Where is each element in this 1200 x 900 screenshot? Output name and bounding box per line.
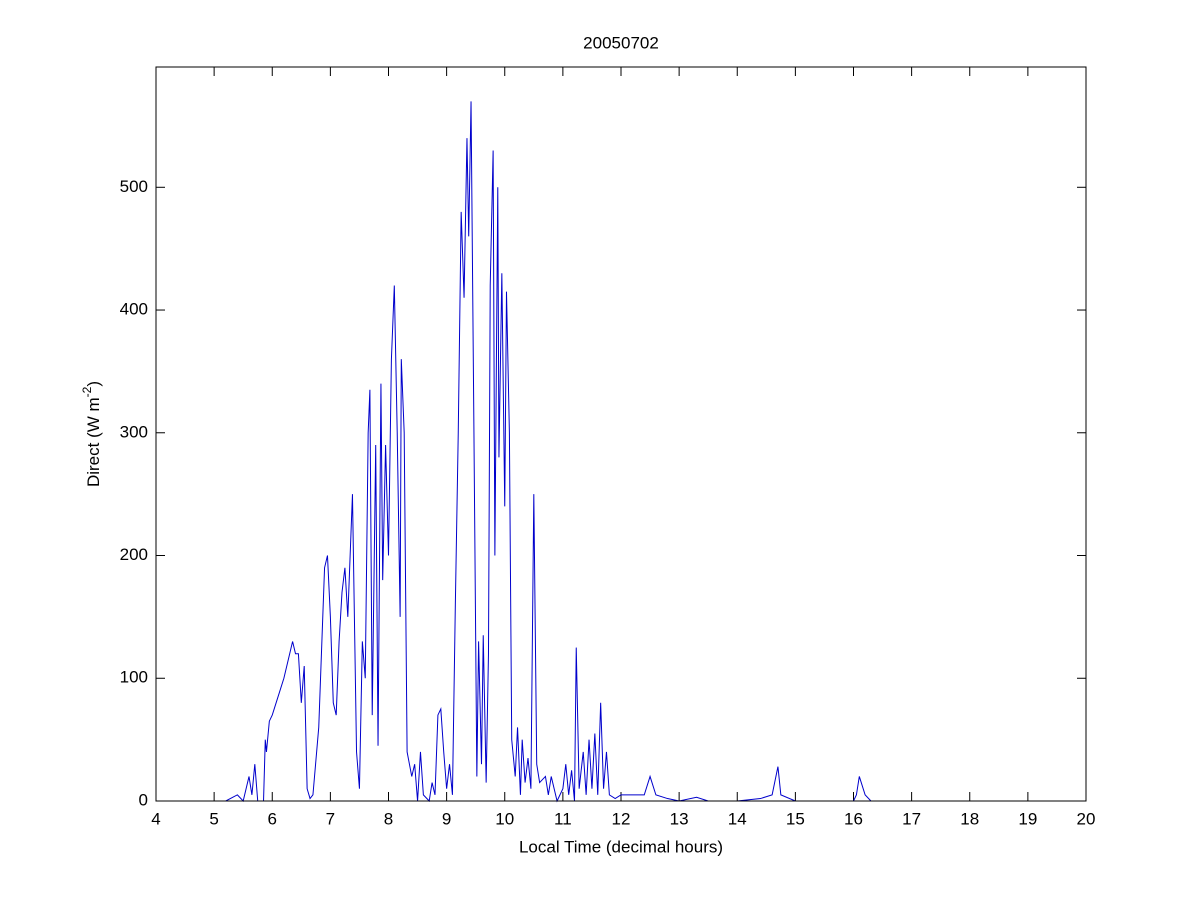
y-label-sup: -2 xyxy=(80,386,94,397)
y-axis-label: Direct (W m-2) xyxy=(80,381,103,487)
x-tick-label: 5 xyxy=(209,809,218,828)
x-tick-label: 11 xyxy=(554,809,572,828)
data-line xyxy=(214,101,889,803)
y-tick-label: 400 xyxy=(120,300,148,319)
x-tick-label: 9 xyxy=(442,809,451,828)
y-tick-label: 500 xyxy=(120,177,148,196)
x-tick-label: 7 xyxy=(326,809,335,828)
x-tick-label: 17 xyxy=(902,809,921,828)
x-tick-label: 16 xyxy=(844,809,863,828)
chart-title: 20050702 xyxy=(583,33,659,52)
plot-frame xyxy=(155,66,1087,802)
x-tick-label: 6 xyxy=(268,809,277,828)
x-tick-label: 20 xyxy=(1077,809,1096,828)
x-tick-label: 18 xyxy=(960,809,979,828)
x-tick-label: 15 xyxy=(786,809,805,828)
y-tick-label: 300 xyxy=(120,422,148,441)
x-tick-label: 4 xyxy=(151,809,160,828)
y-tick-label: 0 xyxy=(139,790,148,809)
y-tick-label: 100 xyxy=(120,668,148,687)
x-tick-label: 13 xyxy=(670,809,689,828)
x-tick-label: 8 xyxy=(384,809,393,828)
x-tick-label: 14 xyxy=(728,809,747,828)
x-axis-label: Local Time (decimal hours) xyxy=(519,837,723,856)
x-tick-label: 19 xyxy=(1018,809,1037,828)
y-label-end: ) xyxy=(84,381,103,387)
y-label-text: Direct (W m xyxy=(84,397,103,487)
x-tick-label: 12 xyxy=(612,809,631,828)
x-tick-label: 10 xyxy=(495,809,514,828)
y-tick-label: 200 xyxy=(120,545,148,564)
